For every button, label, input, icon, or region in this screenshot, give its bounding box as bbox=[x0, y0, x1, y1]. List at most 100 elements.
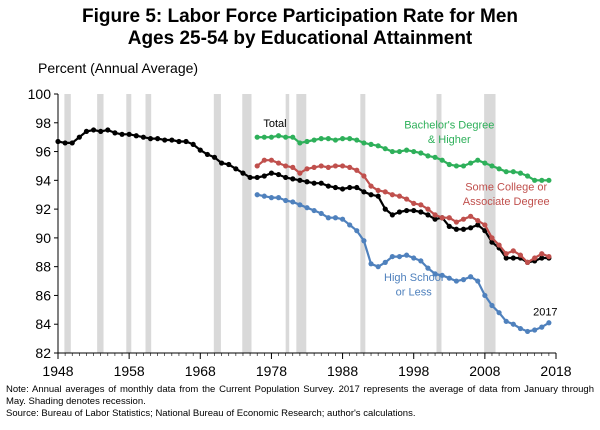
x-tick-label: 1948 bbox=[42, 363, 73, 379]
data-point-high-school-or-less bbox=[475, 278, 481, 284]
data-point-high-school-or-less bbox=[375, 264, 381, 270]
data-point-some-college-or-associate-degree bbox=[318, 163, 324, 169]
y-tick-label: 98 bbox=[35, 115, 51, 131]
data-point-total bbox=[176, 138, 182, 145]
source-text: Source: Bureau of Labor Statistics; Nati… bbox=[6, 408, 416, 419]
data-point-high-school-or-less bbox=[404, 252, 410, 258]
data-point-some-college-or-associate-degree bbox=[304, 166, 310, 172]
annotation-label: & Higher bbox=[428, 134, 471, 146]
data-point-high-school-or-less bbox=[396, 253, 403, 260]
data-point-total bbox=[98, 128, 104, 135]
data-point-total bbox=[460, 226, 467, 232]
chart-title-line-1: Figure 5: Labor Force Participation Rate… bbox=[81, 6, 518, 27]
data-point-some-college-or-associate-degree bbox=[361, 173, 367, 179]
data-point-high-school-or-less bbox=[539, 324, 545, 330]
data-point-some-college-or-associate-degree bbox=[453, 219, 459, 225]
data-point-some-college-or-associate-degree bbox=[261, 157, 267, 163]
data-point-bachelor-s-degree-higher bbox=[432, 154, 438, 160]
data-point-total bbox=[247, 174, 253, 181]
note-text: Note: Annual averages of monthly data fr… bbox=[6, 384, 594, 407]
data-point-some-college-or-associate-degree bbox=[389, 192, 395, 198]
data-point-high-school-or-less bbox=[339, 216, 346, 222]
data-point-high-school-or-less bbox=[425, 265, 431, 271]
annotation-label: High School bbox=[384, 272, 443, 284]
data-point-high-school-or-less bbox=[389, 253, 395, 260]
data-point-high-school-or-less bbox=[361, 238, 367, 244]
recession-band bbox=[242, 94, 252, 353]
data-point-high-school-or-less bbox=[311, 207, 317, 214]
data-point-total bbox=[226, 161, 232, 168]
annotation-label: or Less bbox=[396, 286, 433, 298]
data-point-some-college-or-associate-degree bbox=[418, 202, 424, 208]
data-point-total bbox=[76, 134, 82, 140]
data-point-some-college-or-associate-degree bbox=[524, 259, 531, 265]
data-point-total bbox=[105, 127, 111, 133]
y-tick-label: 86 bbox=[35, 287, 51, 303]
annotation-label: Total bbox=[263, 118, 286, 130]
y-axis-label: Percent (Annual Average) bbox=[38, 60, 199, 76]
chart-title-line-2: Ages 25-54 by Educational Attainment bbox=[127, 28, 473, 49]
series-lines bbox=[55, 127, 552, 335]
data-point-some-college-or-associate-degree bbox=[539, 251, 545, 257]
y-tick-label: 94 bbox=[35, 172, 51, 188]
data-point-total bbox=[240, 170, 246, 176]
data-point-some-college-or-associate-degree bbox=[482, 222, 488, 228]
data-point-high-school-or-less bbox=[510, 321, 516, 327]
annotation-label: Associate Degree bbox=[463, 196, 550, 208]
data-point-total bbox=[190, 141, 196, 147]
data-point-high-school-or-less bbox=[318, 210, 324, 217]
data-point-bachelor-s-degree-higher bbox=[524, 173, 531, 179]
recession-band bbox=[126, 94, 132, 353]
annotation-label: Some College or bbox=[465, 181, 547, 193]
data-point-bachelor-s-degree-higher bbox=[396, 148, 403, 155]
data-point-some-college-or-associate-degree bbox=[290, 164, 296, 170]
data-point-total bbox=[83, 128, 90, 135]
chart-notes: Note: Annual averages of monthly data fr… bbox=[6, 384, 594, 420]
recession-band bbox=[296, 94, 307, 353]
data-point-some-college-or-associate-degree bbox=[475, 218, 481, 224]
data-point-total bbox=[69, 140, 75, 146]
data-point-total bbox=[90, 127, 97, 133]
x-tick-label: 1968 bbox=[185, 363, 216, 379]
data-point-bachelor-s-degree-higher bbox=[304, 138, 310, 145]
data-point-high-school-or-less bbox=[411, 255, 417, 261]
annotation-label: Bachelor's Degree bbox=[404, 120, 494, 132]
data-point-bachelor-s-degree-higher bbox=[297, 140, 303, 146]
data-point-total bbox=[55, 138, 61, 145]
data-point-bachelor-s-degree-higher bbox=[468, 160, 474, 166]
data-point-total bbox=[382, 206, 388, 212]
data-point-some-college-or-associate-degree bbox=[411, 200, 417, 206]
data-point-total bbox=[453, 226, 459, 232]
data-point-some-college-or-associate-degree bbox=[339, 163, 346, 169]
recession-band bbox=[213, 94, 221, 353]
data-point-high-school-or-less bbox=[517, 325, 524, 332]
data-point-high-school-or-less bbox=[439, 272, 445, 278]
data-point-some-college-or-associate-degree bbox=[439, 215, 445, 221]
data-point-high-school-or-less bbox=[532, 327, 538, 333]
data-point-bachelor-s-degree-higher bbox=[375, 143, 381, 149]
data-point-bachelor-s-degree-higher bbox=[460, 163, 467, 169]
data-point-bachelor-s-degree-higher bbox=[325, 136, 331, 142]
y-tick-label: 100 bbox=[28, 86, 52, 102]
data-point-some-college-or-associate-degree bbox=[283, 163, 289, 169]
data-point-bachelor-s-degree-higher bbox=[347, 136, 353, 142]
data-point-some-college-or-associate-degree bbox=[297, 170, 303, 176]
data-point-high-school-or-less bbox=[261, 193, 267, 199]
data-point-total bbox=[197, 147, 203, 153]
data-point-high-school-or-less bbox=[297, 202, 303, 208]
data-point-some-college-or-associate-degree bbox=[325, 164, 331, 170]
data-point-total bbox=[318, 180, 324, 186]
data-point-bachelor-s-degree-higher bbox=[496, 166, 502, 172]
data-point-total bbox=[283, 174, 289, 181]
data-point-high-school-or-less bbox=[432, 271, 438, 277]
data-point-some-college-or-associate-degree bbox=[489, 235, 495, 241]
recession-band bbox=[97, 94, 104, 353]
x-tick-label: 1998 bbox=[398, 363, 429, 379]
data-point-high-school-or-less bbox=[482, 292, 488, 299]
data-point-high-school-or-less bbox=[503, 318, 509, 324]
data-point-high-school-or-less bbox=[325, 215, 331, 221]
data-point-some-college-or-associate-degree bbox=[404, 196, 410, 202]
data-point-bachelor-s-degree-higher bbox=[446, 161, 452, 168]
data-point-total bbox=[539, 255, 545, 261]
annotations: Total Bachelor's Degree & Higher Some Colle… bbox=[263, 118, 557, 318]
